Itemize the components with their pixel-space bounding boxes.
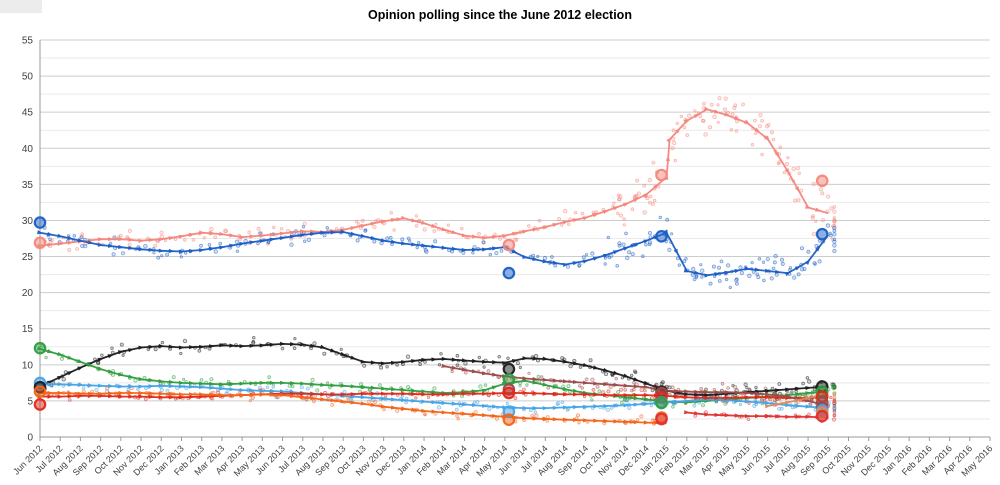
y-axis-label: 45 bbox=[22, 108, 34, 119]
election-result-blue bbox=[655, 230, 668, 243]
election-markers bbox=[33, 216, 47, 411]
y-axis-label: 20 bbox=[22, 288, 34, 299]
y-axis-label: 40 bbox=[22, 144, 34, 155]
y-axis-label: 30 bbox=[22, 216, 34, 227]
trend-line-orange bbox=[37, 390, 667, 425]
election-result-salmon bbox=[502, 238, 516, 252]
trend-line-blue bbox=[37, 229, 830, 278]
y-axis-labels: 0 5 10 15 20 25 30 35 40 45 50 55 bbox=[22, 36, 34, 444]
chart-title: Opinion polling since the June 2012 elec… bbox=[368, 8, 632, 22]
y-axis-label: 50 bbox=[22, 72, 34, 83]
y-axis-label: 10 bbox=[22, 360, 34, 371]
election-markers bbox=[502, 238, 516, 426]
election-result-red bbox=[502, 386, 516, 400]
y-axis-label: 25 bbox=[22, 252, 34, 263]
election-result-redlow bbox=[815, 409, 829, 423]
election-result-green bbox=[655, 396, 668, 410]
election-result-salmon bbox=[655, 168, 668, 182]
scatter-blue bbox=[42, 215, 837, 290]
election-result-salmon bbox=[33, 236, 47, 250]
election-result-blue bbox=[502, 266, 516, 280]
screenshot-corner-artifact bbox=[0, 0, 42, 13]
y-axis-label: 55 bbox=[22, 36, 34, 47]
election-result-orange bbox=[502, 413, 516, 426]
election-result-green bbox=[502, 372, 516, 386]
election-result-orange bbox=[33, 385, 47, 398]
y-axis-label: 0 bbox=[27, 433, 33, 444]
election-result-redlow bbox=[655, 412, 668, 426]
election-result-salmon bbox=[815, 174, 829, 188]
election-result-blue bbox=[815, 227, 829, 241]
election-result-red bbox=[33, 398, 47, 411]
election-result-green bbox=[33, 341, 47, 355]
y-axis-label: 15 bbox=[22, 324, 34, 335]
election-result-black bbox=[502, 362, 516, 376]
election-result-blue bbox=[33, 216, 47, 229]
y-axis-label: 5 bbox=[27, 396, 33, 407]
election-markers bbox=[655, 168, 668, 426]
election-markers bbox=[815, 174, 829, 423]
y-axis-label: 35 bbox=[22, 180, 34, 191]
